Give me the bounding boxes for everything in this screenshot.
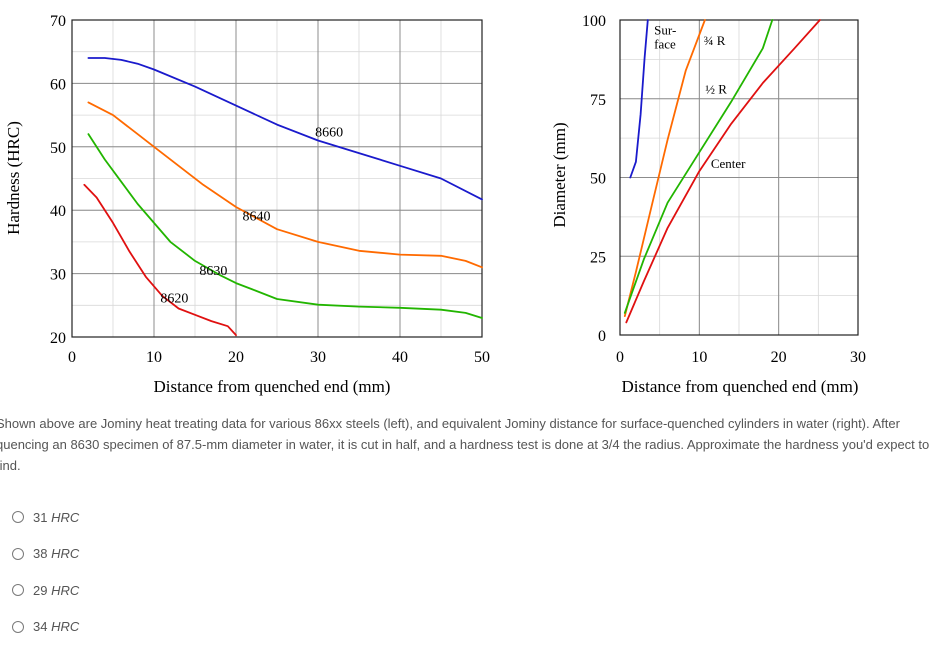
series-label: 8630 [199,264,227,279]
series-line [625,19,821,324]
radio-button[interactable] [12,511,24,523]
option-unit: HRC [51,509,80,525]
x-tick-label: 10 [691,349,707,366]
series-line [83,183,237,336]
x-tick-label: 40 [392,349,408,366]
option-unit: HRC [51,546,80,561]
y-tick-label: 100 [582,13,606,30]
y-tick-label: 70 [50,13,66,30]
y-tick-label: 0 [598,328,606,345]
option-unit: HRC [51,582,80,598]
series-label: ½ R [705,82,727,97]
y-tick-label: 50 [50,140,66,157]
series-line [623,19,774,314]
option-value: 31 [33,509,48,525]
answer-option[interactable]: 29 HRC [12,579,79,601]
y-tick-label: 25 [590,249,606,266]
jominy-figure: 0 10 20 30 40 50 20 30 40 50 60 70 Distance from que… [4,13,866,396]
x-tick-label: 0 [68,349,76,366]
x-axis-title: Distance from quenched end (mm) [622,377,859,396]
series-line [87,57,483,201]
radio-button[interactable] [12,547,24,560]
series-label: ¾ R [704,33,726,48]
radio-button[interactable] [12,584,24,596]
option-value: 29 [33,582,48,598]
hardness-chart: 0 10 20 30 40 50 20 30 40 50 60 70 Distance from que… [4,13,490,396]
answer-option[interactable]: 31 HRC [12,506,79,528]
y-tick-label: 50 [590,171,606,188]
x-tick-label: 0 [616,349,624,366]
series-label: Sur- [654,22,676,37]
x-tick-label: 10 [146,349,162,366]
option-value: 34 [33,619,48,634]
y-tick-label: 20 [50,330,66,347]
series-label: 8640 [243,210,271,225]
option-unit: HRC [51,619,80,634]
diameter-chart: 0 10 20 30 0 25 50 75 100 Distance from quenched … [550,13,866,396]
answer-option[interactable]: 34 HRC [12,616,79,638]
series-label: 8620 [160,291,188,306]
answer-option[interactable]: 38 HRC [12,543,79,565]
plot-frame [619,19,859,336]
radio-button[interactable] [12,620,24,633]
series-label: face [654,36,676,51]
option-value: 38 [33,546,48,561]
series-line [87,101,483,269]
y-tick-label: 75 [590,92,606,109]
series-line [623,19,706,317]
answer-options: 31 HRC 38 HRC 29 HRC 34 HRC [12,506,79,652]
series-label: 8660 [315,125,343,140]
y-axis-title: Diameter (mm) [550,122,569,227]
y-tick-label: 60 [50,76,66,93]
x-axis-title: Distance from quenched end (mm) [154,377,391,396]
x-tick-label: 20 [228,349,244,366]
question-text: Shown above are Jominy heat treating dat… [0,416,930,473]
series-line [87,133,483,319]
plot-frame [71,19,483,338]
series-line [629,19,649,179]
x-tick-label: 50 [474,349,490,366]
x-tick-label: 30 [850,349,866,366]
y-tick-label: 40 [50,203,66,220]
y-axis-title: Hardness (HRC) [4,121,23,235]
x-tick-label: 30 [310,349,326,366]
x-tick-label: 20 [771,349,787,366]
y-tick-label: 30 [50,267,66,284]
series-label: Center [711,156,746,171]
